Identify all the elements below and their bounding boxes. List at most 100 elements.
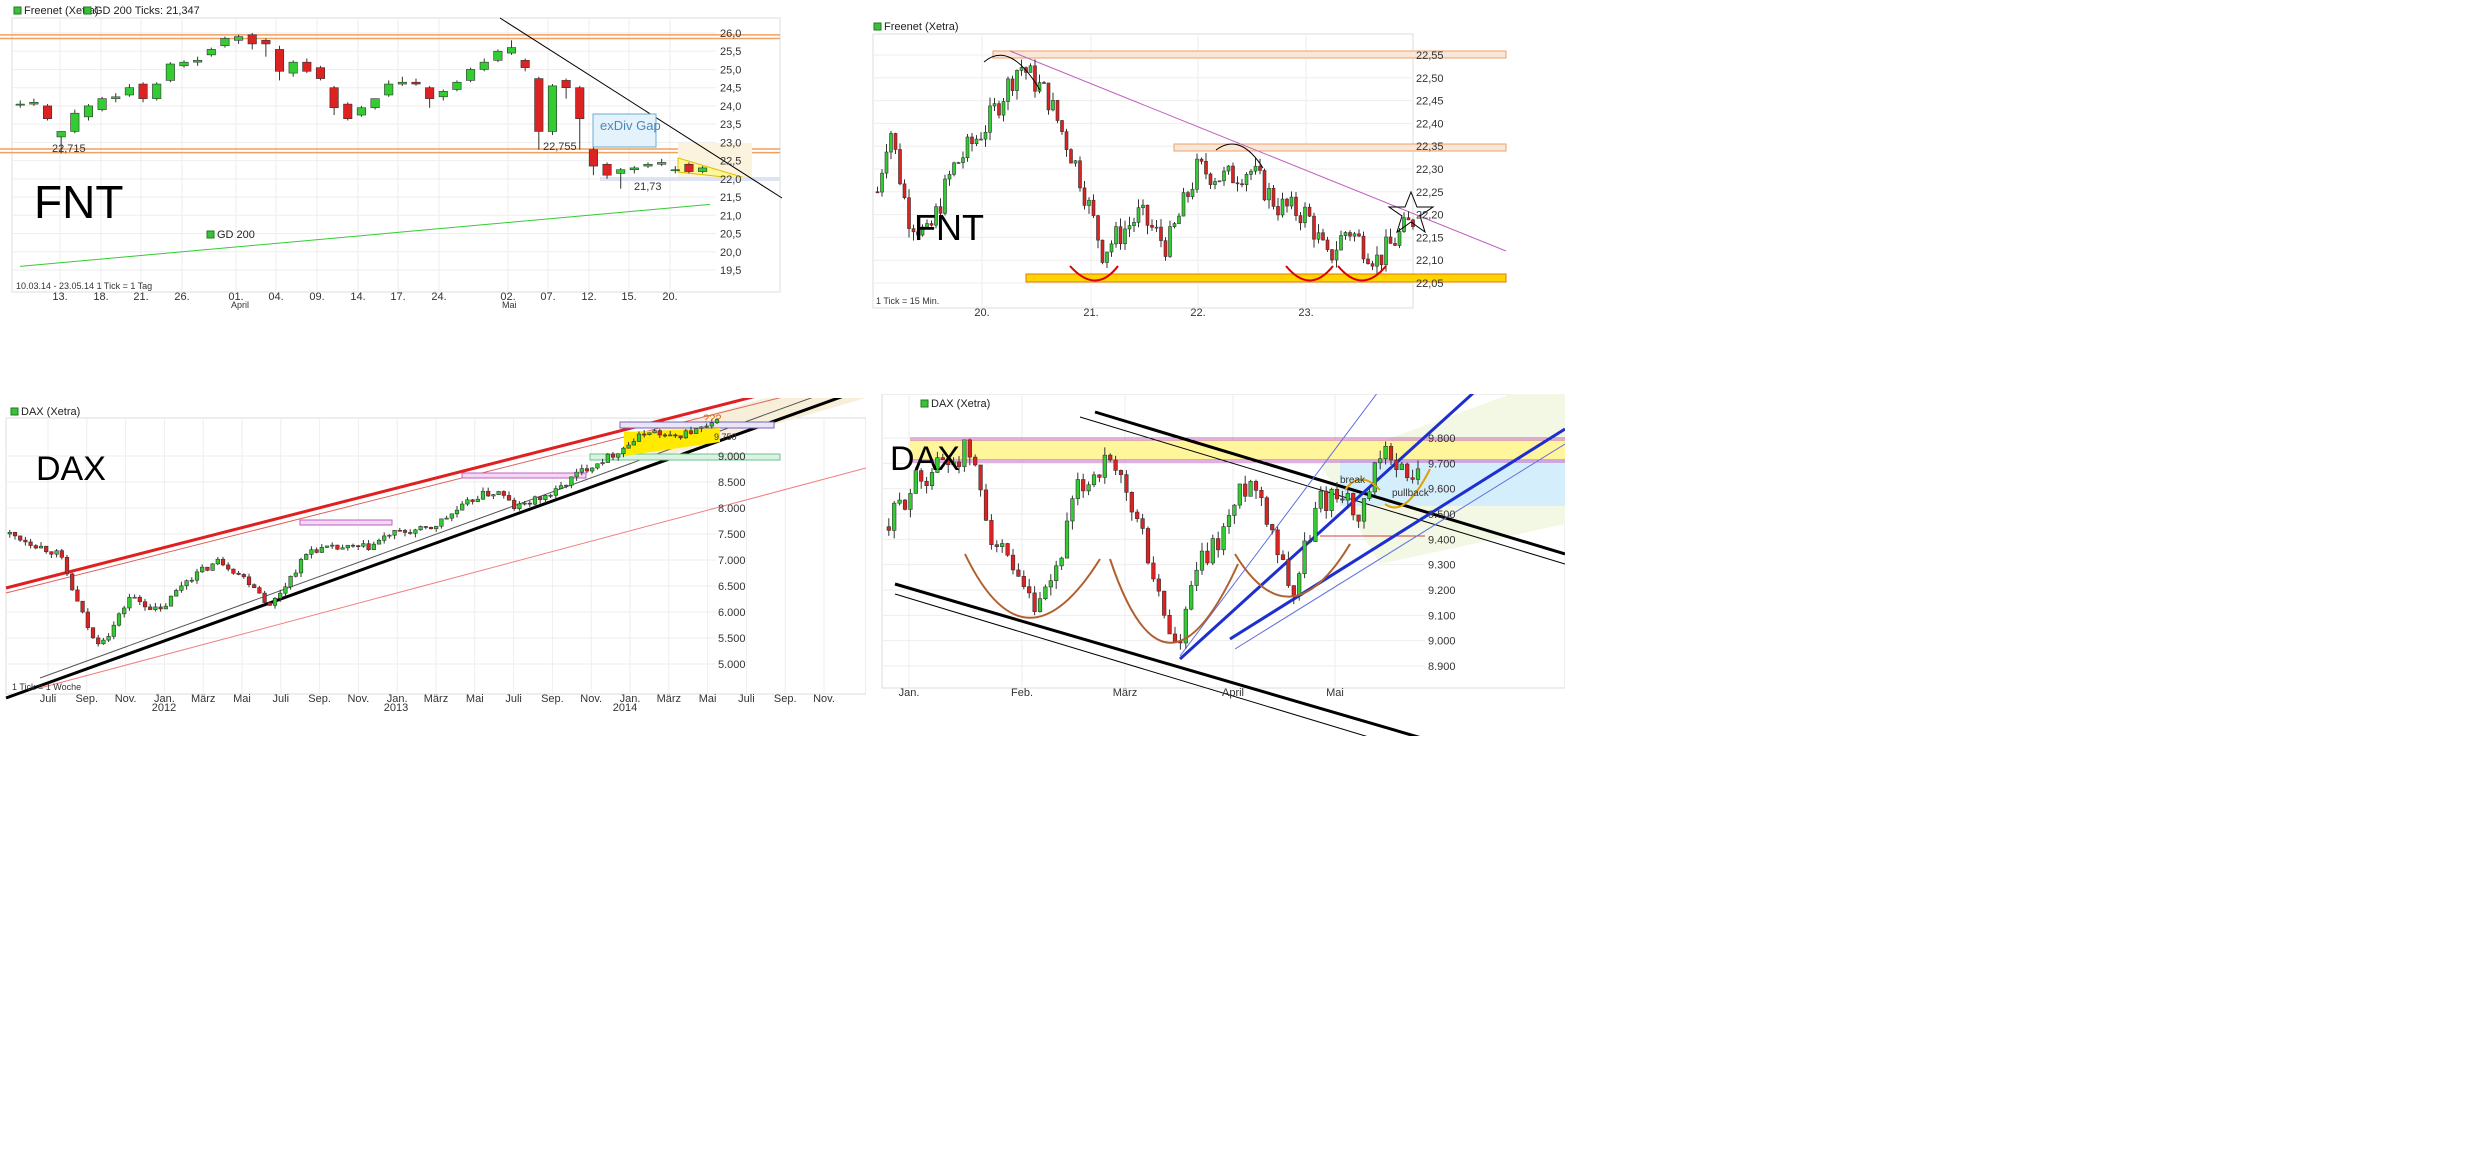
candle <box>356 544 361 551</box>
candle <box>1114 221 1118 248</box>
x-tick-label: 20. <box>662 291 677 303</box>
y-tick-label: 9.500 <box>1428 509 1456 521</box>
candle <box>179 60 189 68</box>
candle <box>527 500 532 507</box>
candle <box>434 525 439 532</box>
candle <box>558 481 564 490</box>
candle <box>210 563 215 571</box>
candle <box>371 541 376 550</box>
candle <box>1118 218 1123 250</box>
y-tick-label: 25,0 <box>720 64 741 76</box>
candle <box>631 438 636 446</box>
candle <box>309 546 314 559</box>
candle <box>1289 191 1294 210</box>
chart-label-fnt: FNT <box>34 176 123 228</box>
candle <box>965 134 970 162</box>
candle <box>992 97 997 112</box>
candle <box>994 540 999 553</box>
candle <box>1351 492 1356 521</box>
candle <box>694 428 699 434</box>
candle <box>496 490 501 496</box>
x-tick-label: März <box>657 693 681 705</box>
candle <box>1048 574 1053 596</box>
x-tick-label: 23. <box>1298 307 1313 319</box>
candle <box>1262 168 1267 202</box>
candle <box>1108 453 1113 463</box>
candle <box>1285 197 1289 213</box>
candle <box>1348 230 1352 241</box>
candle <box>288 575 293 590</box>
candle <box>262 590 267 605</box>
candle <box>642 430 647 438</box>
y-tick-label: 9.400 <box>1428 534 1456 546</box>
candle <box>132 594 137 599</box>
candle <box>1352 231 1357 242</box>
candle <box>1378 450 1383 470</box>
candle <box>1303 202 1307 228</box>
candle <box>1183 606 1188 649</box>
candle <box>408 529 413 535</box>
candle <box>340 544 345 550</box>
y-tick-label: 9.600 <box>1428 484 1456 496</box>
chart-footer-dax-weekly: 1 Tick = 1 Woche <box>12 682 81 692</box>
candle <box>532 495 538 508</box>
candle <box>538 496 543 504</box>
candle <box>278 589 283 602</box>
candle <box>1042 80 1046 84</box>
candle <box>152 82 162 101</box>
candle <box>59 548 64 560</box>
candle <box>1216 531 1221 558</box>
candle <box>423 526 428 530</box>
y-tick-label: 9.000 <box>1428 636 1456 648</box>
candle <box>44 545 49 554</box>
candle <box>1082 181 1087 210</box>
x-tick-label: 12. <box>581 291 596 303</box>
candle <box>988 97 992 141</box>
candle <box>929 468 935 490</box>
candle <box>935 451 940 473</box>
candle <box>1028 63 1033 73</box>
y-tick-label: 7.000 <box>718 555 746 567</box>
candle <box>924 476 929 494</box>
candle <box>1271 185 1276 210</box>
candle <box>947 170 952 186</box>
candle <box>194 568 200 584</box>
candle <box>943 174 947 216</box>
candle <box>1064 512 1070 559</box>
candle <box>636 431 642 442</box>
candle <box>940 453 945 461</box>
candle <box>978 464 983 497</box>
candle <box>1019 59 1024 76</box>
candle <box>938 198 943 216</box>
candle <box>880 169 884 197</box>
candle <box>1151 556 1156 583</box>
candle <box>28 538 33 549</box>
candle <box>49 551 54 559</box>
candle <box>298 557 304 577</box>
candle <box>1051 92 1055 112</box>
candle <box>15 100 25 108</box>
candle <box>1172 222 1177 229</box>
candle <box>1367 486 1372 501</box>
x-tick-label: 24. <box>431 291 446 303</box>
candle <box>179 581 184 593</box>
chart-fnt-daily: Freenet (Xetra) GD 200 Ticks: 21,347 exD… <box>0 0 800 310</box>
candle <box>319 543 324 554</box>
candle <box>370 98 380 110</box>
candle <box>1064 128 1069 157</box>
x-tick-label: Mai <box>466 693 484 705</box>
candle <box>520 58 530 72</box>
candle <box>226 562 231 572</box>
candle <box>397 76 407 86</box>
x-tick-label: April <box>1222 687 1244 699</box>
candle <box>304 553 309 560</box>
candle <box>522 501 527 506</box>
candle <box>12 531 18 540</box>
candle <box>479 58 489 72</box>
candle <box>1393 237 1397 247</box>
candle <box>413 528 418 538</box>
candle <box>1325 236 1330 252</box>
candle <box>1383 441 1388 465</box>
candle <box>1330 249 1334 264</box>
candle <box>1140 513 1145 535</box>
